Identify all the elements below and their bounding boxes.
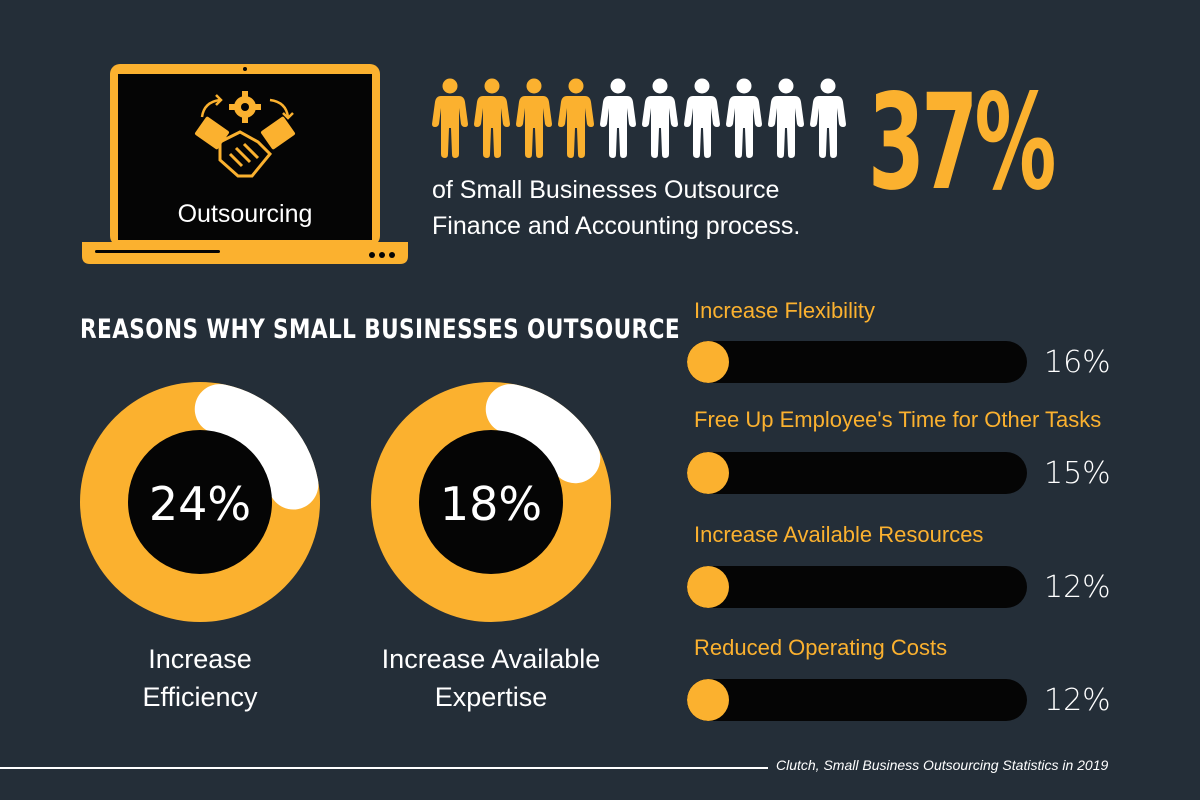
bar-label: Free Up Employee's Time for Other Tasks (694, 407, 1102, 432)
bar-fill (687, 566, 729, 608)
person-icon (810, 78, 846, 158)
person-icon (642, 78, 678, 158)
person-icon (768, 78, 804, 158)
person-icon (600, 78, 636, 158)
description-line-2: Finance and Accounting process. (432, 212, 801, 240)
bar-value: 12% (1044, 570, 1111, 605)
bar-track (687, 679, 1027, 721)
donut-value: 18% (440, 477, 542, 531)
laptop-illustration: Outsourcing (82, 64, 408, 264)
donut-segment (485, 384, 601, 484)
person-icon (726, 78, 762, 158)
donut-label-expertise: Increase Available Expertise (361, 640, 621, 716)
handshake-icon (195, 116, 295, 178)
bar-label: Increase Available Resources (694, 522, 984, 547)
donut-value: 24% (149, 477, 251, 531)
bar-track (687, 566, 1027, 608)
donut-label-line-2: Efficiency (142, 682, 258, 712)
exchange-arrows-icon (200, 94, 294, 120)
donut-chart-efficiency: 24% (80, 382, 320, 622)
bar-fill (687, 452, 729, 494)
person-icon (558, 78, 594, 158)
bar-label: Increase Flexibility (694, 298, 875, 323)
description-line-1: of Small Businesses Outsource (432, 176, 780, 204)
donut-label-line-1: Increase Available (381, 644, 601, 674)
bar-value: 16% (1044, 345, 1111, 380)
bar-fill (687, 679, 729, 721)
donut-segment (194, 384, 319, 510)
bar-value: 15% (1044, 456, 1111, 491)
bar-track (687, 341, 1027, 383)
person-icon (474, 78, 510, 158)
bar-label: Reduced Operating Costs (694, 635, 948, 660)
source-divider (0, 767, 768, 769)
donut-hole (419, 430, 563, 574)
bar-value: 12% (1044, 683, 1111, 718)
section-title: REASONS WHY SMALL BUSINESSES OUTSOURCE (80, 314, 680, 345)
person-icon (684, 78, 720, 158)
bar-fill (687, 341, 729, 383)
person-icon (516, 78, 552, 158)
laptop-label: Outsourcing (178, 200, 313, 228)
big-percent: 37% (868, 66, 1056, 220)
donut-hole (128, 430, 272, 574)
percent-description: of Small Businesses Outsource Finance an… (432, 172, 872, 244)
donut-chart-expertise: 18% (371, 382, 611, 622)
donut-label-line-2: Expertise (434, 682, 548, 712)
donut-label-efficiency: Increase Efficiency (70, 640, 330, 716)
people-pictogram (432, 78, 846, 158)
source-citation: Clutch, Small Business Outsourcing Stati… (776, 757, 1109, 773)
bar-track (687, 452, 1027, 494)
person-icon (432, 78, 468, 158)
donut-label-line-1: Increase (148, 644, 252, 674)
gear-icon (229, 91, 261, 123)
